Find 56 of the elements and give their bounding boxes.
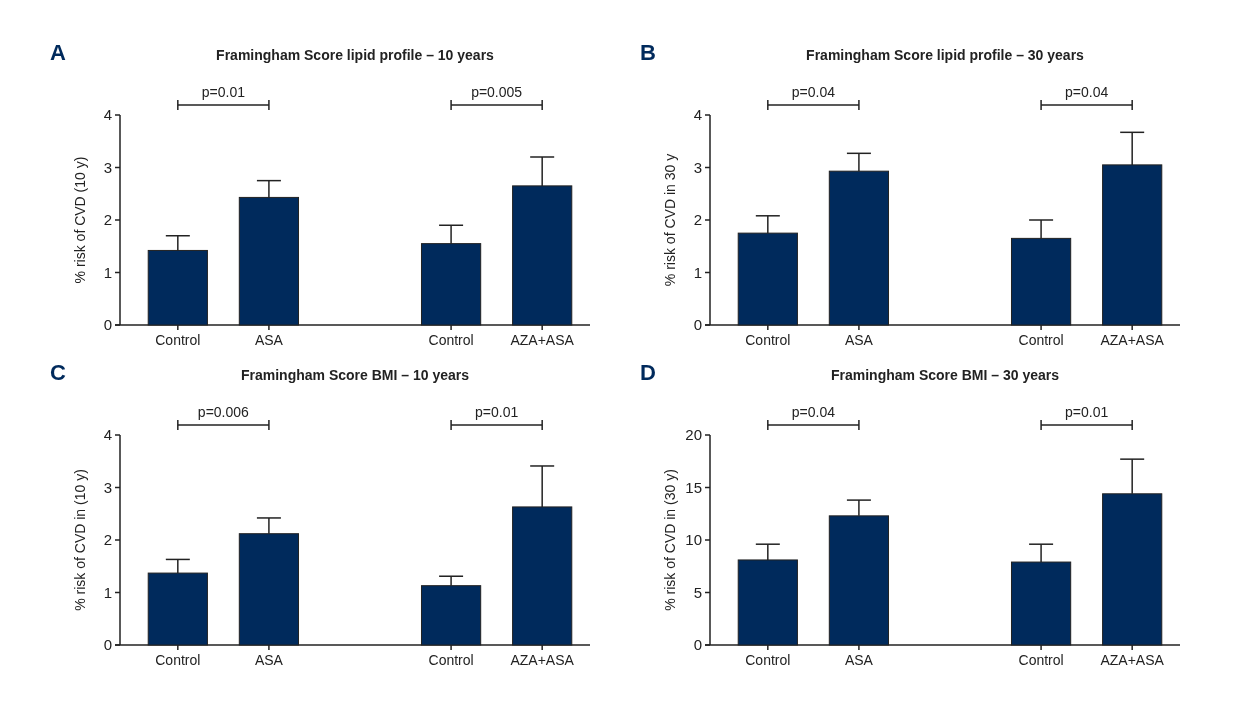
- y-tick-label: 2: [103, 531, 112, 549]
- chart-title: Framingham Score lipid profile – 30 years: [806, 47, 1085, 63]
- x-tick-label: Control: [1018, 332, 1064, 348]
- y-tick-label: 2: [103, 211, 112, 229]
- x-tick-label: ASA: [254, 332, 284, 348]
- y-axis-title: % risk of CVD in (10 y): [72, 469, 88, 611]
- chart-title: Framingham Score BMI – 10 years: [241, 367, 470, 383]
- chart-title: Framingham Score lipid profile – 10 years: [216, 47, 495, 63]
- y-tick-label: 0: [103, 316, 112, 334]
- y-tick-label: 0: [103, 636, 112, 654]
- y-tick-label: 10: [685, 531, 702, 549]
- y-tick-label: 1: [103, 263, 112, 281]
- y-axis-title: % risk of CVD (10 y): [72, 156, 88, 284]
- text: p=0.01: [201, 84, 246, 100]
- y-tick-label: 0: [693, 316, 702, 334]
- x-tick-label: Control: [155, 652, 201, 668]
- y-tick-label: 4: [103, 106, 112, 124]
- text: p=0.04: [1065, 84, 1109, 100]
- text: C: [50, 360, 66, 385]
- y-axis-title: % risk of CVD in (30 y): [662, 469, 678, 611]
- y-tick-label: 4: [693, 106, 702, 124]
- x-tick-label: AZA+ASA: [510, 652, 575, 668]
- text: A: [50, 40, 66, 65]
- x-tick-label: Control: [428, 652, 474, 668]
- x-tick-label: ASA: [844, 332, 874, 348]
- text: p=0.04: [791, 84, 836, 100]
- x-tick-label: AZA+ASA: [510, 332, 575, 348]
- x-tick-label: AZA+ASA: [1100, 332, 1165, 348]
- chart-title: Framingham Score BMI – 30 years: [831, 367, 1060, 383]
- x-tick-label: AZA+ASA: [1100, 652, 1165, 668]
- y-tick-label: 2: [693, 211, 702, 229]
- x-tick-label: Control: [428, 332, 474, 348]
- y-tick-label: 0: [693, 636, 702, 654]
- x-tick-label: Control: [745, 652, 791, 668]
- x-tick-label: Control: [1018, 652, 1064, 668]
- text: B: [640, 40, 656, 65]
- text: D: [640, 360, 656, 385]
- x-tick-label: ASA: [254, 652, 284, 668]
- y-tick-label: 5: [693, 583, 702, 601]
- y-tick-label: 3: [103, 158, 112, 176]
- text: p=0.01: [475, 404, 519, 420]
- x-tick-label: Control: [155, 332, 201, 348]
- text: p=0.04: [791, 404, 836, 420]
- text: p=0.01: [1065, 404, 1109, 420]
- y-tick-label: 4: [103, 426, 112, 444]
- y-tick-label: 20: [685, 426, 702, 444]
- y-tick-label: 1: [693, 263, 702, 281]
- text: p=0.006: [197, 404, 250, 420]
- y-tick-label: 15: [685, 478, 702, 496]
- y-axis-title: % risk of CVD in 30 y: [662, 153, 678, 287]
- x-tick-label: Control: [745, 332, 791, 348]
- y-tick-label: 3: [693, 158, 702, 176]
- y-tick-label: 3: [103, 478, 112, 496]
- y-tick-label: 1: [103, 583, 112, 601]
- text: p=0.005: [471, 84, 523, 100]
- x-tick-label: ASA: [844, 652, 874, 668]
